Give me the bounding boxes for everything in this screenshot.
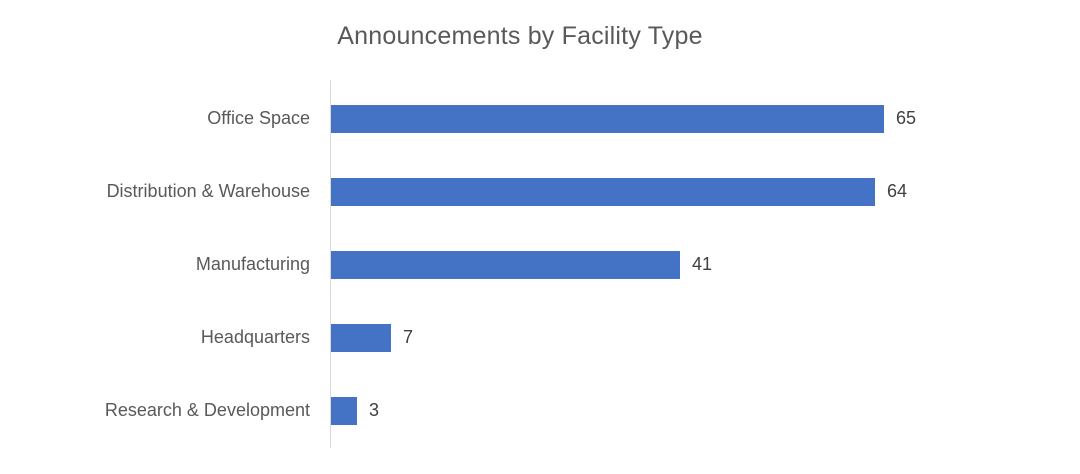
value-label: 65 <box>896 108 917 128</box>
bar <box>331 323 391 352</box>
category-label: Manufacturing <box>195 254 310 274</box>
chart-row: Distribution & Warehouse 64 <box>0 155 1080 228</box>
category-label: Distribution & Warehouse <box>106 181 310 201</box>
value-label: 7 <box>403 327 414 347</box>
value-label: 3 <box>369 400 380 420</box>
chart-row: Headquarters 7 <box>0 301 1080 374</box>
bar-track: 65 <box>331 82 1080 155</box>
value-label: 64 <box>887 181 908 201</box>
value-label: 41 <box>692 254 713 274</box>
chart-row: Manufacturing 41 <box>0 228 1080 301</box>
chart-row: Research & Development 3 <box>0 374 1080 447</box>
category-label: Headquarters <box>200 327 310 347</box>
bar <box>331 104 884 133</box>
bar <box>331 396 357 425</box>
y-axis-line <box>330 80 331 448</box>
bar <box>331 177 875 206</box>
bar-track: 3 <box>331 374 1080 447</box>
bar-track: 41 <box>331 228 1080 301</box>
chart-row: Office Space 65 <box>0 82 1080 155</box>
category-label: Office Space <box>207 108 310 128</box>
category-label: Research & Development <box>104 400 310 420</box>
chart-rows: Office Space 65 Distribution & Warehouse 64… <box>0 82 1080 447</box>
bar-track: 64 <box>331 155 1080 228</box>
bar <box>331 250 680 279</box>
chart-title: Announcements by Facility Type <box>337 22 703 50</box>
bar-track: 7 <box>331 301 1080 374</box>
